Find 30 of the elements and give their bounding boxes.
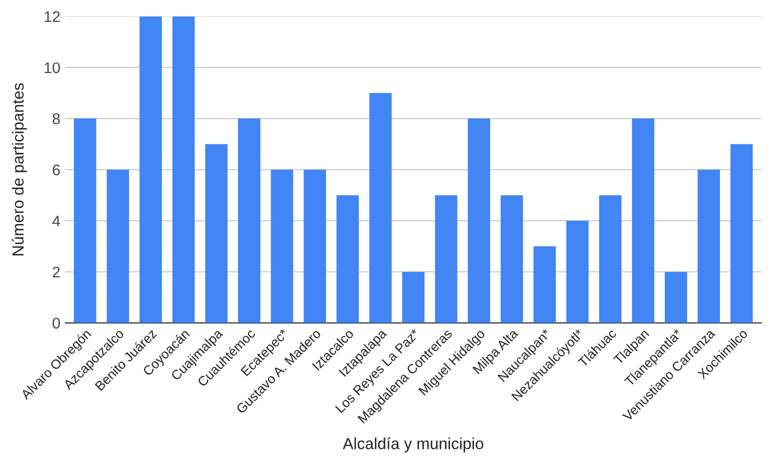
bar <box>336 195 359 323</box>
y-tick-label: 4 <box>52 216 60 226</box>
bar <box>698 170 720 323</box>
bar <box>205 144 228 323</box>
bar <box>74 118 96 323</box>
bar <box>664 272 688 323</box>
y-axis-title: Número de participantes <box>12 83 27 256</box>
y-tick-label: 12 <box>44 11 60 22</box>
bar <box>566 220 589 323</box>
bar <box>402 272 424 323</box>
bar <box>500 195 523 323</box>
bar <box>238 118 260 323</box>
bar <box>270 170 294 323</box>
bar <box>435 195 458 323</box>
bar <box>599 195 622 323</box>
bar <box>369 93 392 323</box>
bar <box>172 16 195 323</box>
y-tick-label: 8 <box>52 113 60 124</box>
y-tick-label: 10 <box>44 62 60 74</box>
bar <box>140 16 162 323</box>
bar <box>730 144 753 323</box>
bar <box>533 246 556 323</box>
bar <box>632 118 654 323</box>
x-axis-title: Alcaldía y municipio <box>342 437 484 452</box>
bar <box>304 170 326 323</box>
y-tick-label: 0 <box>52 318 60 329</box>
bar <box>468 118 490 323</box>
y-tick-label: 6 <box>52 164 60 176</box>
bar <box>106 170 130 323</box>
y-tick-label: 2 <box>52 266 60 278</box>
